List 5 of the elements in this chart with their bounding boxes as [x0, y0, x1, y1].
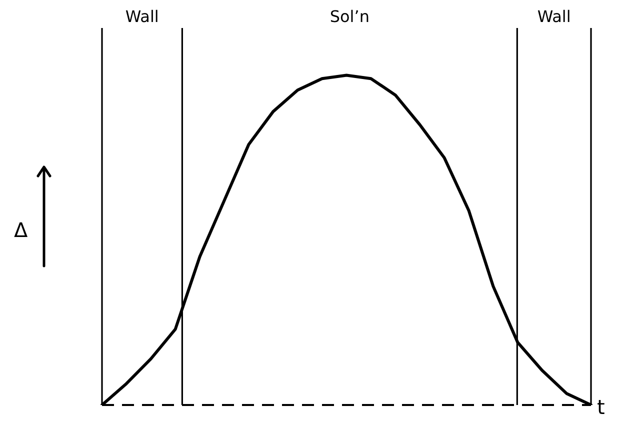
text: Sol’n	[330, 7, 370, 26]
text: Wall	[537, 7, 571, 26]
y-axis-title: Δ	[14, 218, 28, 242]
x-axis-title: t	[597, 395, 605, 420]
text: Wall	[125, 7, 159, 26]
